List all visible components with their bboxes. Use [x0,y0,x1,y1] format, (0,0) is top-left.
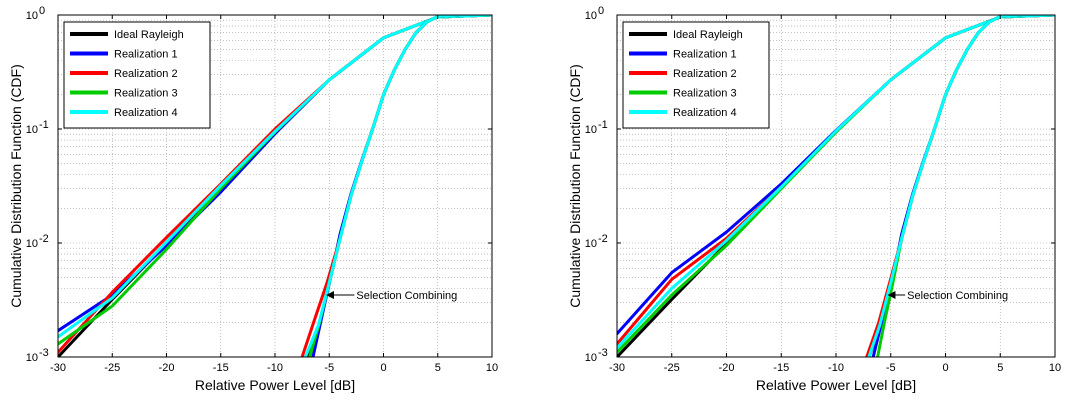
panel2-series-group [617,15,1055,357]
panel1-y-tick-exponent: -2 [39,233,49,245]
panel2-series-realization-4-line-9 [867,15,1055,357]
panel1-y-axis-title: Cumulative Distribution Function (CDF) [8,64,24,308]
panel2-y-tick-exponent: -1 [598,119,608,131]
panel1-y-tick-label: 10 [26,10,38,22]
panel2-y-tick-label: 10 [585,124,597,136]
panel2-x-tick-label: -15 [773,362,789,374]
panel2-y-tick-exponent: -3 [598,347,608,359]
panel1-legend: Ideal Rayleigh Realization 1 Realization 2… [63,21,211,129]
panel2-x-tick-label: 5 [997,362,1003,374]
panel2-legend-label-ideal-rayleigh: Ideal Rayleigh [673,29,743,41]
panel2-legend-label-realization-4: Realization 4 [673,107,737,119]
panel2-annotation-label: Selection Combining [907,290,1008,302]
panel2-series-realization-4-line-4 [617,15,1055,350]
panel2-legend-label-realization-1: Realization 1 [673,49,737,61]
panel1-y-tick-label: 10 [26,352,38,364]
panel1-y-tick-exponent: -1 [39,119,49,131]
panel1-x-axis-title: Relative Power Level [dB] [195,377,355,393]
panel2-x-axis-title: Relative Power Level [dB] [756,377,916,393]
panel1-annotation: Selection Combining [325,290,457,302]
panel2-x-tick-label: 10 [1049,362,1061,374]
panel2-legend: Ideal Rayleigh Realization 1 Realization 2… [622,21,770,129]
panel2-x-tick-label: -5 [886,362,896,374]
panel1-x-tick-label: 10 [486,362,498,374]
panel1-y-tick-label: 10 [26,238,38,250]
panel1-x-tick-label: -10 [267,362,283,374]
panel2-y-tick-label: 10 [585,352,597,364]
panel1-annotation-label: Selection Combining [356,290,457,302]
panel2-y-axis-title: Cumulative Distribution Function (CDF) [567,64,583,308]
panel1-legend-label-ideal-rayleigh: Ideal Rayleigh [114,29,184,41]
panel2-y-tick-exponent: -2 [598,233,608,245]
panel2-x-tick-label: -10 [828,362,844,374]
panel1-annotation-arrowhead [325,290,334,299]
panel1-legend-label-realization-2: Realization 2 [114,68,178,80]
panel2-x-tick-label: -25 [664,362,680,374]
panel1-x-tick-label: -5 [324,362,334,374]
panel2-y-tick-exponent: 0 [598,5,604,17]
panel2-legend-label-realization-3: Realization 3 [673,88,737,100]
panel1-series-realization-4-line-9 [303,15,492,357]
panel1-series-realization-4-line-4 [58,15,492,339]
panel2-legend-label-realization-2: Realization 2 [673,68,737,80]
panel1-x-tick-label: 0 [380,362,386,374]
panel2-x-tick-label: 0 [942,362,948,374]
panel1-x-tick-label: -20 [159,362,175,374]
panel1-y-tick-exponent: -3 [39,347,49,359]
panel2-y-tick-label: 10 [585,10,597,22]
panel1-legend-label-realization-4: Realization 4 [114,107,178,119]
panel2-y-tick-label: 10 [585,238,597,250]
panel1-y-tick-exponent: 0 [39,5,45,17]
panel1-x-tick-label: -25 [104,362,120,374]
panel1-legend-label-realization-3: Realization 3 [114,88,178,100]
panel1-legend-label-realization-1: Realization 1 [114,49,178,61]
panel1-x-tick-label: -30 [50,362,66,374]
panel1-x-tick-label: -15 [213,362,229,374]
panel1-y-tick-label: 10 [26,124,38,136]
panel2-x-tick-label: -30 [609,362,625,374]
panel2-x-tick-label: -20 [719,362,735,374]
panel1-series-group [58,15,492,357]
panel2-annotation: Selection Combining [887,290,1008,302]
panel1-x-tick-label: 5 [435,362,441,374]
panel2-annotation-arrowhead [887,290,896,299]
